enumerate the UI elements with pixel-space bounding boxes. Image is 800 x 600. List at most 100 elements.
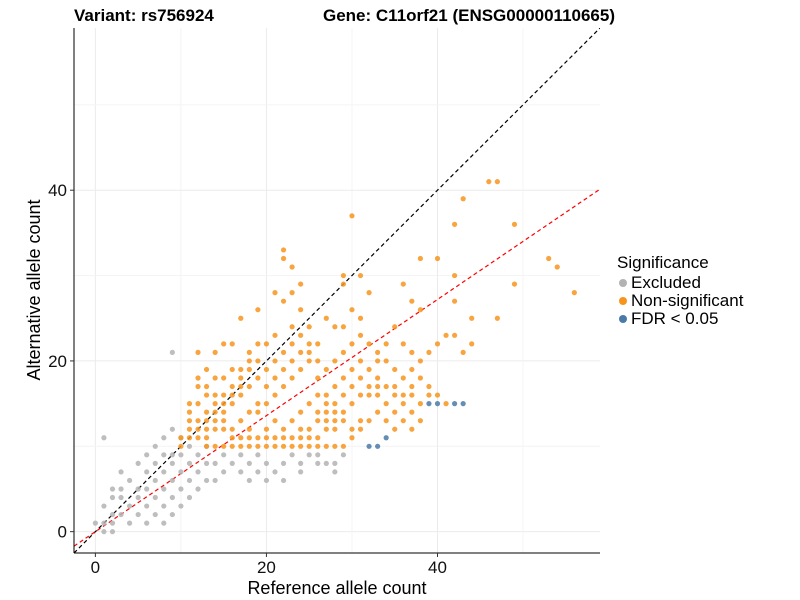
point-non-significant (280, 426, 287, 432)
point-non-significant (195, 375, 201, 381)
legend-dot-excluded (619, 279, 627, 287)
point-non-significant (212, 401, 218, 407)
point-excluded (109, 520, 116, 526)
point-excluded (255, 469, 261, 475)
point-non-significant (426, 383, 432, 390)
point-non-significant (349, 426, 355, 432)
point-fdr-0-05 (426, 401, 432, 407)
point-non-significant (255, 435, 261, 441)
point-non-significant (375, 392, 381, 398)
point-non-significant (417, 375, 423, 381)
point-non-significant (357, 375, 364, 381)
point-non-significant (229, 443, 235, 449)
point-excluded (178, 486, 184, 492)
point-excluded (101, 503, 107, 509)
point-non-significant (409, 426, 415, 432)
point-non-significant (289, 341, 295, 347)
point-non-significant (400, 418, 406, 424)
point-non-significant (323, 409, 329, 415)
point-non-significant (221, 409, 227, 415)
point-excluded (186, 494, 193, 501)
point-non-significant (229, 383, 235, 390)
point-non-significant (349, 213, 355, 219)
point-non-significant (443, 401, 449, 407)
point-non-significant (280, 383, 287, 390)
point-excluded (126, 520, 133, 526)
point-non-significant (460, 349, 466, 355)
point-non-significant (298, 307, 304, 313)
point-non-significant (340, 418, 347, 424)
legend-item-fdr: FDR < 0.05 (617, 309, 743, 328)
point-non-significant (306, 341, 312, 347)
point-excluded (109, 486, 116, 492)
point-non-significant (221, 426, 227, 432)
variant-title: Variant: rs756924 (74, 6, 214, 25)
point-non-significant (332, 443, 338, 449)
x-tick-label: 0 (91, 558, 100, 577)
point-non-significant (417, 255, 423, 262)
point-non-significant (272, 375, 278, 381)
point-non-significant (511, 281, 518, 287)
reference-lines (74, 28, 600, 553)
point-non-significant (409, 409, 415, 415)
point-non-significant (195, 426, 201, 432)
point-non-significant (400, 341, 406, 347)
point-non-significant (315, 341, 321, 347)
point-non-significant (229, 366, 235, 373)
point-non-significant (409, 366, 415, 373)
legend-label-fdr: FDR < 0.05 (631, 309, 719, 328)
point-non-significant (263, 401, 270, 407)
point-non-significant (298, 349, 304, 355)
point-non-significant (434, 255, 441, 262)
point-non-significant (203, 435, 210, 441)
point-excluded (246, 460, 252, 466)
point-fdr-0-05 (452, 401, 458, 407)
point-non-significant (195, 401, 201, 407)
point-excluded (263, 460, 270, 466)
point-excluded (109, 494, 116, 501)
point-non-significant (452, 298, 458, 304)
legend-item-non-significant: Non-significant (617, 291, 743, 310)
point-non-significant (315, 409, 321, 415)
point-non-significant (255, 341, 261, 347)
point-non-significant (238, 418, 244, 424)
point-non-significant (289, 435, 295, 441)
point-excluded (152, 460, 158, 466)
point-non-significant (417, 307, 423, 313)
point-non-significant (246, 366, 252, 373)
identity-line (74, 28, 600, 553)
point-excluded (92, 520, 98, 526)
point-non-significant (186, 409, 193, 415)
point-fdr-0-05 (366, 443, 372, 449)
point-non-significant (280, 366, 287, 373)
point-non-significant (340, 375, 347, 381)
point-non-significant (460, 196, 466, 202)
point-non-significant (315, 443, 321, 449)
point-non-significant (340, 409, 347, 415)
point-non-significant (246, 349, 252, 355)
point-excluded (161, 503, 167, 509)
point-non-significant (255, 443, 261, 449)
point-non-significant (366, 366, 372, 373)
point-non-significant (289, 418, 295, 424)
point-non-significant (323, 401, 329, 407)
point-non-significant (426, 349, 432, 355)
point-non-significant (186, 401, 193, 407)
point-excluded (186, 460, 193, 466)
point-excluded (263, 477, 270, 484)
point-non-significant (186, 435, 193, 441)
point-non-significant (340, 281, 347, 287)
point-non-significant (306, 435, 312, 441)
point-excluded (144, 520, 150, 526)
point-excluded (135, 494, 141, 501)
point-excluded (161, 452, 167, 458)
point-non-significant (383, 341, 389, 347)
point-non-significant (246, 358, 252, 364)
point-non-significant (306, 443, 312, 449)
point-non-significant (203, 392, 210, 398)
point-fdr-0-05 (434, 401, 441, 407)
point-non-significant (511, 221, 518, 227)
point-non-significant (238, 392, 244, 398)
point-non-significant (255, 375, 261, 381)
